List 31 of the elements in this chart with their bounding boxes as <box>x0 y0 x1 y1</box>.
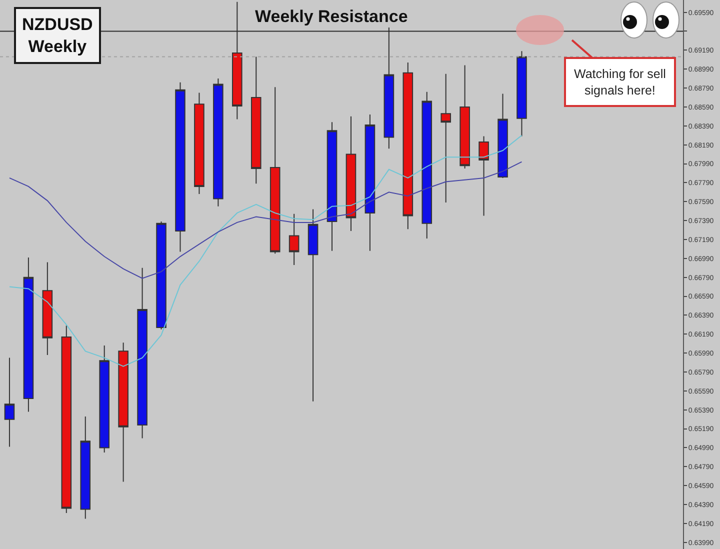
annotation: Watching for sell signals here! <box>574 67 666 98</box>
candlestick <box>402 62 414 230</box>
candlestick <box>213 78 224 207</box>
candlestick <box>308 208 318 402</box>
candlestick <box>194 92 204 195</box>
candlestick <box>175 82 186 252</box>
candlestick <box>460 64 470 169</box>
line-series <box>8 134 522 367</box>
text: NZDUSD Weekly <box>22 15 93 56</box>
candlestick <box>42 262 53 356</box>
candlestick <box>137 267 148 439</box>
candlestick <box>440 73 451 204</box>
candlestick <box>516 50 527 137</box>
candlestick <box>156 220 166 330</box>
candlestick <box>23 256 34 412</box>
candlestick <box>346 116 356 232</box>
candlestick <box>118 342 128 482</box>
candlestick <box>80 416 91 520</box>
candlestick <box>326 122 338 252</box>
candlestick <box>99 344 110 453</box>
candlestick <box>61 325 72 514</box>
candlestick <box>422 91 432 240</box>
candlestick <box>288 213 300 266</box>
candlestick <box>250 56 262 184</box>
candlestick <box>4 357 15 448</box>
candlestick <box>364 114 376 252</box>
candlestick <box>478 136 489 216</box>
candlestick <box>498 93 508 178</box>
ref-line-label: Weekly Resistance <box>255 7 408 26</box>
candlestick <box>270 86 280 254</box>
line-series <box>8 161 522 279</box>
